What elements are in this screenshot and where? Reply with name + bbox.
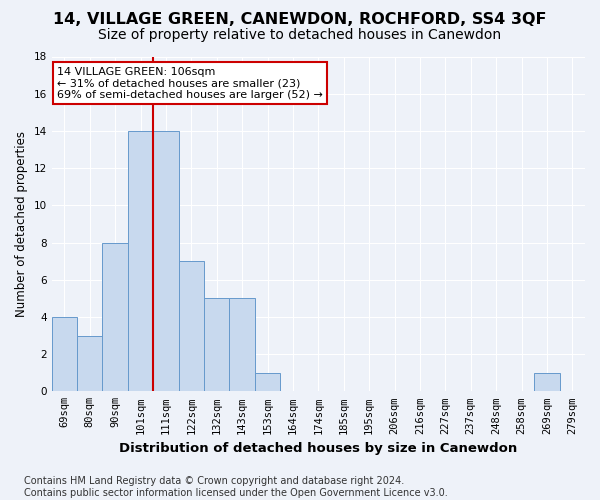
Bar [229, 298, 255, 392]
Bar [52, 317, 77, 392]
Bar [103, 242, 128, 392]
Text: 14, VILLAGE GREEN, CANEWDON, ROCHFORD, SS4 3QF: 14, VILLAGE GREEN, CANEWDON, ROCHFORD, S… [53, 12, 547, 28]
Bar [534, 372, 560, 392]
Text: Size of property relative to detached houses in Canewdon: Size of property relative to detached ho… [98, 28, 502, 42]
Text: Contains HM Land Registry data © Crown copyright and database right 2024.
Contai: Contains HM Land Registry data © Crown c… [24, 476, 448, 498]
Bar [179, 261, 204, 392]
Bar [153, 131, 179, 392]
Y-axis label: Number of detached properties: Number of detached properties [15, 131, 28, 317]
Bar [204, 298, 229, 392]
X-axis label: Distribution of detached houses by size in Canewdon: Distribution of detached houses by size … [119, 442, 517, 455]
Bar [77, 336, 103, 392]
Bar [128, 131, 153, 392]
Text: 14 VILLAGE GREEN: 106sqm
← 31% of detached houses are smaller (23)
69% of semi-d: 14 VILLAGE GREEN: 106sqm ← 31% of detach… [57, 66, 323, 100]
Bar [255, 372, 280, 392]
